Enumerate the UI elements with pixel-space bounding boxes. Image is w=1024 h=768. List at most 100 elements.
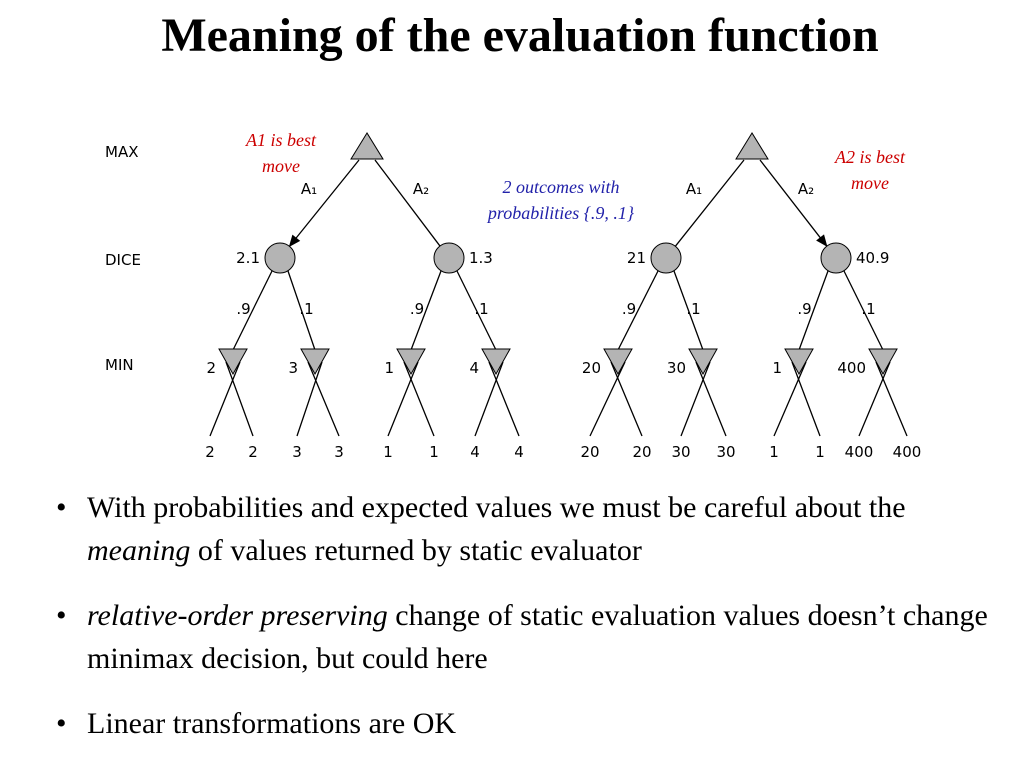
probability-label: .1 xyxy=(299,300,313,318)
annotation-a2-best: A2 is best move xyxy=(835,147,905,193)
best-move-arrowhead xyxy=(816,234,828,247)
leaf-edge xyxy=(680,361,711,437)
chance-node xyxy=(820,242,852,274)
min-node xyxy=(603,348,633,376)
min-value: 20 xyxy=(582,359,601,377)
leaf-edge xyxy=(858,361,891,437)
chance-edge xyxy=(287,270,316,351)
action-edge xyxy=(288,159,360,248)
probability-label: .1 xyxy=(861,300,875,318)
leaf-value: 20 xyxy=(580,443,599,461)
probability-label: .9 xyxy=(622,300,636,318)
bullet-text-post: change of static evaluation values doesn… xyxy=(87,599,988,675)
bullet-item: • With probabilities and expected values… xyxy=(56,486,996,572)
annotation-a1-best: A1 is best move xyxy=(246,130,316,176)
chance-value: 1.3 xyxy=(469,249,493,267)
chance-edge xyxy=(673,270,704,351)
leaf-edge xyxy=(225,361,254,437)
leaf-value: 1 xyxy=(769,443,779,461)
leaf-edge xyxy=(875,361,908,437)
chance-edge xyxy=(410,270,442,351)
bullet-dot: • xyxy=(56,491,67,524)
min-node xyxy=(784,348,814,376)
min-value: 1 xyxy=(384,359,394,377)
probability-label: .1 xyxy=(474,300,488,318)
chance-edge xyxy=(843,270,884,351)
leaf-value: 400 xyxy=(893,443,922,461)
min-node xyxy=(396,348,426,376)
chance-node xyxy=(433,242,465,274)
slide-title: Meaning of the evaluation function xyxy=(161,9,879,62)
leaf-edge xyxy=(589,361,626,437)
leaf-value: 4 xyxy=(470,443,480,461)
chance-edge xyxy=(456,270,497,351)
bullet-text-em: meaning xyxy=(87,534,191,567)
action-label: A₂ xyxy=(798,180,814,198)
bullet-item: • relative-order preserving change of st… xyxy=(56,594,996,680)
leaf-value: 3 xyxy=(292,443,302,461)
probability-label: .1 xyxy=(686,300,700,318)
leaf-value: 2 xyxy=(248,443,258,461)
max-node xyxy=(735,132,769,160)
leaf-edge xyxy=(488,361,520,437)
bullet-list: • With probabilities and expected values… xyxy=(56,486,996,767)
bullet-text-em: relative-order preserving xyxy=(87,599,388,632)
bullet-text-post: of values returned by static evaluator xyxy=(190,534,642,567)
expectiminimax-diagram: MAX DICE MIN A₁ A₂ 2.1 1.3 .9 .1 .9 .1 2 3 1 4 2 2 3 3 1… xyxy=(105,132,922,461)
min-node xyxy=(688,348,718,376)
leaf-value: 2 xyxy=(205,443,215,461)
min-value: 3 xyxy=(288,359,298,377)
best-move-arrowhead xyxy=(288,234,301,248)
bullet-dot: • xyxy=(56,599,67,632)
leaf-edge xyxy=(403,361,435,437)
bullet-text-pre: With probabilities and expected values w… xyxy=(87,491,906,524)
action-edge xyxy=(374,159,442,248)
level-label-min: MIN xyxy=(105,356,134,374)
min-value: 400 xyxy=(837,359,866,377)
leaf-value: 1 xyxy=(383,443,393,461)
min-node xyxy=(868,348,898,376)
chance-edge xyxy=(798,270,829,351)
min-value: 1 xyxy=(772,359,782,377)
leaf-edge xyxy=(296,361,323,437)
probability-label: .9 xyxy=(236,300,250,318)
leaf-value: 30 xyxy=(716,443,735,461)
chance-value: 2.1 xyxy=(236,249,260,267)
min-node xyxy=(300,348,330,376)
min-value: 4 xyxy=(469,359,479,377)
leaf-edge xyxy=(773,361,807,437)
leaf-value: 1 xyxy=(815,443,825,461)
leaf-value: 400 xyxy=(845,443,874,461)
leaf-value: 3 xyxy=(334,443,344,461)
leaf-value: 1 xyxy=(429,443,439,461)
chance-edge xyxy=(232,270,273,351)
action-edge xyxy=(674,159,745,248)
probability-label: .9 xyxy=(797,300,811,318)
min-value: 2 xyxy=(206,359,216,377)
chance-node xyxy=(264,242,296,274)
bullet-text-pre: Linear transformations are OK xyxy=(87,707,457,740)
leaf-edge xyxy=(474,361,504,437)
leaf-edge xyxy=(307,361,340,437)
leaf-value: 4 xyxy=(514,443,524,461)
level-label-dice: DICE xyxy=(105,251,141,269)
action-edge xyxy=(759,159,828,248)
probability-label: .9 xyxy=(410,300,424,318)
action-label: A₂ xyxy=(413,180,429,198)
leaf-value: 30 xyxy=(671,443,690,461)
bullet-dot: • xyxy=(56,707,67,740)
leaf-edge xyxy=(610,361,643,437)
min-node xyxy=(481,348,511,376)
chance-value: 40.9 xyxy=(856,249,889,267)
action-label: A₁ xyxy=(686,180,702,198)
chance-edge xyxy=(617,270,659,351)
min-node xyxy=(218,348,248,376)
leaf-edge xyxy=(791,361,821,437)
leaf-value: 20 xyxy=(632,443,651,461)
level-labels: MAX DICE MIN xyxy=(105,143,141,374)
action-label: A₁ xyxy=(301,180,317,198)
level-label-max: MAX xyxy=(105,143,138,161)
max-node xyxy=(350,132,384,160)
bullet-item: • Linear transformations are OK xyxy=(56,702,996,745)
min-value: 30 xyxy=(667,359,686,377)
